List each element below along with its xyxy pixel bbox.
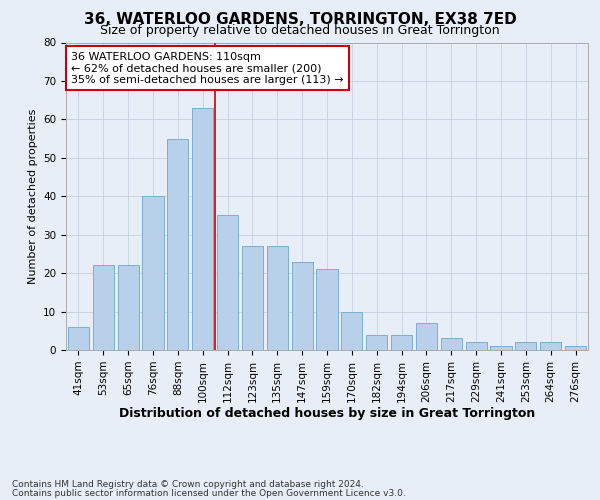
Bar: [316, 270, 338, 350]
Bar: [565, 346, 586, 350]
Bar: [391, 334, 412, 350]
Bar: [118, 266, 139, 350]
Bar: [441, 338, 462, 350]
Text: Contains HM Land Registry data © Crown copyright and database right 2024.: Contains HM Land Registry data © Crown c…: [12, 480, 364, 489]
Text: 36 WATERLOO GARDENS: 110sqm
← 62% of detached houses are smaller (200)
35% of se: 36 WATERLOO GARDENS: 110sqm ← 62% of det…: [71, 52, 344, 85]
Text: Size of property relative to detached houses in Great Torrington: Size of property relative to detached ho…: [100, 24, 500, 37]
Bar: [292, 262, 313, 350]
Bar: [366, 334, 387, 350]
Text: 36, WATERLOO GARDENS, TORRINGTON, EX38 7ED: 36, WATERLOO GARDENS, TORRINGTON, EX38 7…: [83, 12, 517, 28]
Bar: [217, 216, 238, 350]
Bar: [341, 312, 362, 350]
X-axis label: Distribution of detached houses by size in Great Torrington: Distribution of detached houses by size …: [119, 408, 535, 420]
Bar: [515, 342, 536, 350]
Bar: [490, 346, 512, 350]
Bar: [416, 323, 437, 350]
Bar: [466, 342, 487, 350]
Bar: [242, 246, 263, 350]
Bar: [167, 138, 188, 350]
Bar: [68, 327, 89, 350]
Bar: [142, 196, 164, 350]
Bar: [540, 342, 561, 350]
Bar: [93, 266, 114, 350]
Y-axis label: Number of detached properties: Number of detached properties: [28, 108, 38, 284]
Bar: [192, 108, 213, 350]
Bar: [267, 246, 288, 350]
Text: Contains public sector information licensed under the Open Government Licence v3: Contains public sector information licen…: [12, 489, 406, 498]
